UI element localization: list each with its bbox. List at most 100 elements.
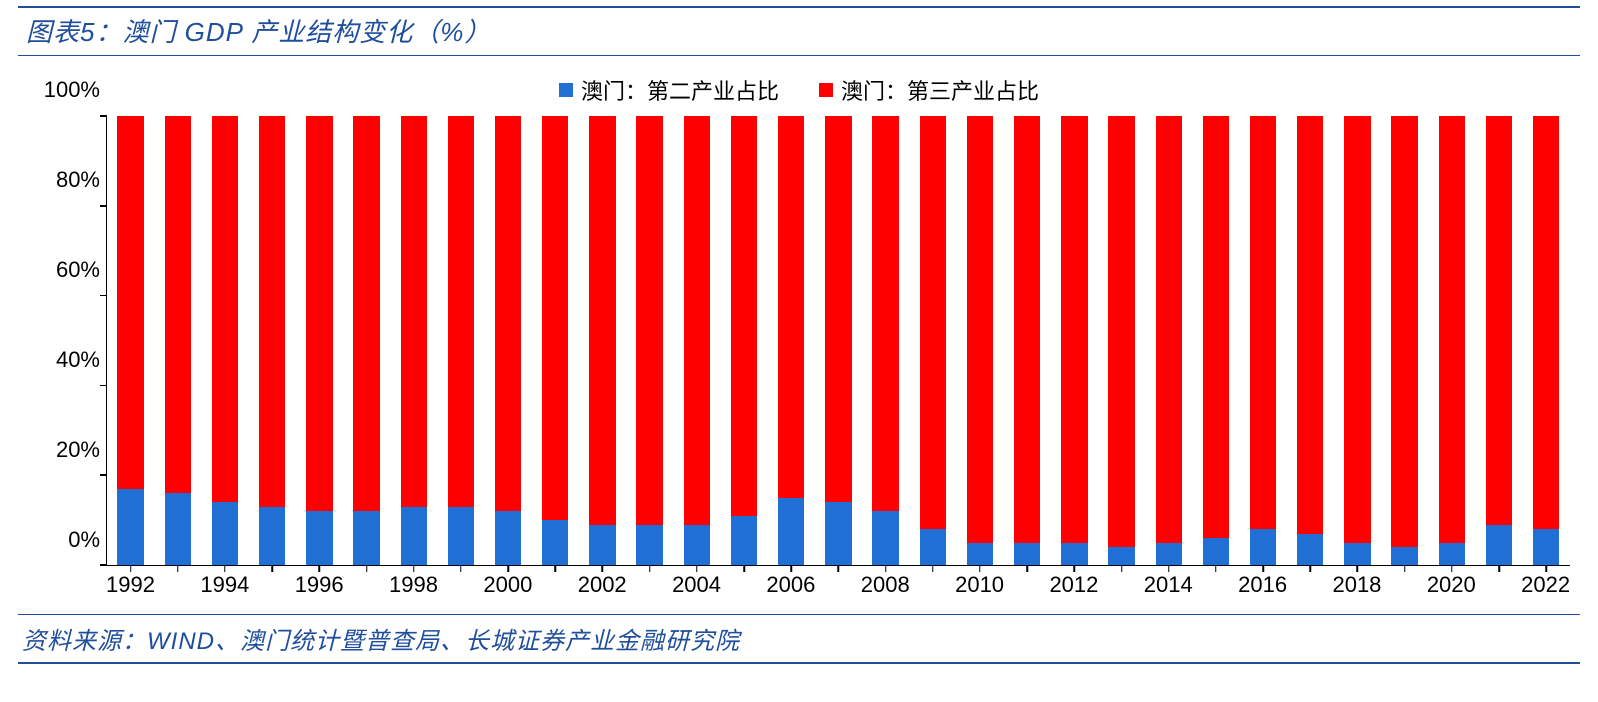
x-tick-label: 2010 — [955, 566, 1004, 606]
x-tick-label: 1994 — [200, 566, 249, 606]
bar — [1250, 116, 1276, 565]
legend: 澳门：第二产业占比 澳门：第三产业占比 — [0, 74, 1598, 106]
bar-segment-tertiary — [636, 116, 662, 525]
bar-segment-tertiary — [353, 116, 379, 511]
bar-segment-secondary — [401, 507, 427, 565]
bar-slot — [1475, 116, 1522, 565]
x-tick-label: 1998 — [389, 566, 438, 606]
bar — [1533, 116, 1559, 565]
bar-segment-tertiary — [1391, 116, 1417, 547]
x-tick-label — [910, 566, 955, 606]
bar-slot — [579, 116, 626, 565]
bar-slot — [720, 116, 767, 565]
bar-segment-secondary — [1156, 543, 1182, 565]
bar-segment-tertiary — [165, 116, 191, 493]
bar — [1486, 116, 1512, 565]
y-tick-label: 20% — [56, 437, 100, 463]
bar-slot — [1523, 116, 1570, 565]
bar — [967, 116, 993, 565]
bar-segment-tertiary — [448, 116, 474, 507]
bar-segment-secondary — [1203, 538, 1229, 565]
bar-segment-secondary — [259, 507, 285, 565]
bar-segment-secondary — [117, 489, 143, 565]
bar-segment-tertiary — [1061, 116, 1087, 543]
bar-slot — [862, 116, 909, 565]
legend-label-secondary: 澳门：第二产业占比 — [581, 74, 779, 106]
y-tick — [100, 295, 107, 297]
bar — [1391, 116, 1417, 565]
y-tick — [100, 385, 107, 387]
bar — [778, 116, 804, 565]
x-tick-label: 1996 — [295, 566, 344, 606]
bar-slot — [201, 116, 248, 565]
bar-slot — [1334, 116, 1381, 565]
x-tick-label — [438, 566, 483, 606]
bar — [920, 116, 946, 565]
bar — [117, 116, 143, 565]
bar-slot — [485, 116, 532, 565]
bar-segment-tertiary — [1533, 116, 1559, 529]
y-tick — [100, 474, 107, 476]
bar-slot — [626, 116, 673, 565]
y-tick-label: 0% — [68, 527, 100, 553]
chart-footer: 资料来源：WIND、澳门统计暨普查局、长城证券产业金融研究院 — [18, 614, 1580, 664]
x-tick-label: 2000 — [483, 566, 532, 606]
bar — [495, 116, 521, 565]
x-tick-label: 1992 — [106, 566, 155, 606]
bar-segment-secondary — [1391, 547, 1417, 565]
bar-slot — [1381, 116, 1428, 565]
bar-slot — [1145, 116, 1192, 565]
bar-slot — [909, 116, 956, 565]
bar-segment-tertiary — [778, 116, 804, 498]
bar-segment-tertiary — [1014, 116, 1040, 543]
x-tick-label — [1287, 566, 1332, 606]
bar — [1061, 116, 1087, 565]
x-tick-label: 2006 — [766, 566, 815, 606]
y-tick-label: 60% — [56, 257, 100, 283]
x-tick-label — [249, 566, 294, 606]
bar-segment-tertiary — [259, 116, 285, 507]
bar-segment-tertiary — [1344, 116, 1370, 543]
legend-item-secondary: 澳门：第二产业占比 — [559, 74, 779, 106]
bar — [448, 116, 474, 565]
bar-segment-secondary — [636, 525, 662, 565]
bar-segment-tertiary — [920, 116, 946, 529]
bar-segment-secondary — [495, 511, 521, 565]
bar-segment-tertiary — [589, 116, 615, 525]
bar-segment-secondary — [967, 543, 993, 565]
bar-slot — [343, 116, 390, 565]
bar — [684, 116, 710, 565]
bar-segment-secondary — [1297, 534, 1323, 565]
bar-segment-secondary — [1061, 543, 1087, 565]
bar — [1203, 116, 1229, 565]
bar — [589, 116, 615, 565]
x-tick-label: 2022 — [1521, 566, 1570, 606]
bar — [1156, 116, 1182, 565]
y-tick-label: 80% — [56, 167, 100, 193]
bar-slot — [154, 116, 201, 565]
bar-slot — [249, 116, 296, 565]
bars-container — [107, 116, 1570, 565]
y-axis: 0%20%40%60%80%100% — [18, 116, 106, 566]
bar-segment-secondary — [589, 525, 615, 565]
x-tick-label — [344, 566, 389, 606]
bar-segment-tertiary — [117, 116, 143, 489]
bar-slot — [815, 116, 862, 565]
bar-segment-secondary — [778, 498, 804, 565]
bar-segment-tertiary — [1108, 116, 1134, 547]
bar-slot — [1098, 116, 1145, 565]
bar — [542, 116, 568, 565]
bar-segment-secondary — [448, 507, 474, 565]
bar-segment-secondary — [1344, 543, 1370, 565]
bar — [1344, 116, 1370, 565]
bar-segment-secondary — [825, 502, 851, 565]
bar-slot — [532, 116, 579, 565]
bar-segment-tertiary — [542, 116, 568, 520]
bar-segment-secondary — [212, 502, 238, 565]
bar-segment-secondary — [1486, 525, 1512, 565]
bar — [165, 116, 191, 565]
bar-slot — [956, 116, 1003, 565]
bar-slot — [1192, 116, 1239, 565]
bar — [1108, 116, 1134, 565]
x-axis: 1992199419961998200020022004200620082010… — [106, 566, 1570, 606]
